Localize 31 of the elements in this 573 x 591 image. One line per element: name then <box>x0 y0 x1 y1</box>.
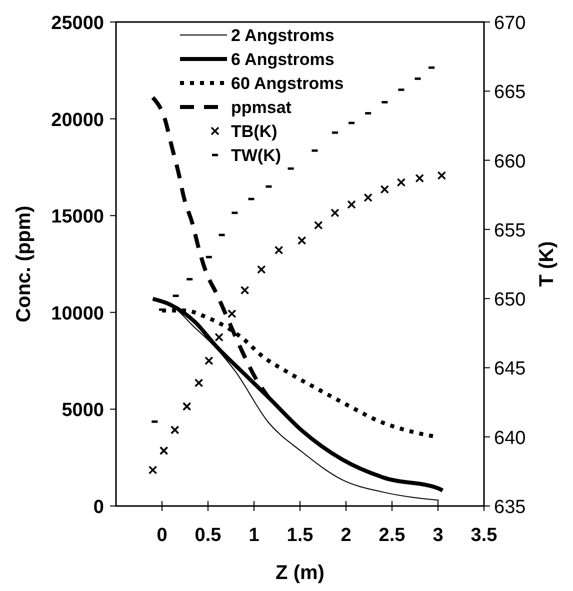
y-tick-label: 15000 <box>51 206 104 228</box>
y-tick-label: 20000 <box>51 110 104 131</box>
y2-tick-label: 660 <box>494 151 526 172</box>
x-tick-label: 0 <box>156 525 168 546</box>
y2-tick-label: 645 <box>494 358 526 380</box>
x-tick-label: 2.5 <box>378 525 406 546</box>
x-tick-label: 1.5 <box>286 525 314 546</box>
legend-label: TB(K) <box>231 122 278 141</box>
legend-label: ppmsat <box>231 98 292 117</box>
y2-tick-label: 665 <box>494 82 526 104</box>
y-axis-title: Conc. (ppm) <box>13 206 35 322</box>
y-tick-label: 5000 <box>62 400 104 422</box>
x-tick-label: 1 <box>248 525 260 546</box>
legend-label: TW(K) <box>231 146 282 165</box>
y2-tick-label: 670 <box>494 13 526 34</box>
x-tick-label: 3 <box>432 525 444 546</box>
y2-tick-label: 635 <box>494 497 526 518</box>
y2-tick-label: 655 <box>494 220 526 242</box>
legend-label: 6 Angstroms <box>231 50 334 69</box>
y2-tick-label: 640 <box>494 428 526 449</box>
legend-label: 2 Angstroms <box>231 26 334 45</box>
y2-axis-title: T (K) <box>536 241 558 287</box>
y-tick-label: 0 <box>93 497 104 518</box>
x-axis-title: Z (m) <box>276 562 324 584</box>
x-tick-label: 2 <box>340 525 352 546</box>
x-tick-label: 0.5 <box>194 525 222 546</box>
y2-tick-label: 650 <box>494 290 526 311</box>
y-tick-label: 10000 <box>51 303 104 324</box>
x-tick-label: 3.5 <box>470 525 498 546</box>
y-tick-label: 25000 <box>51 13 104 34</box>
legend-label: 60 Angstroms <box>231 74 344 93</box>
